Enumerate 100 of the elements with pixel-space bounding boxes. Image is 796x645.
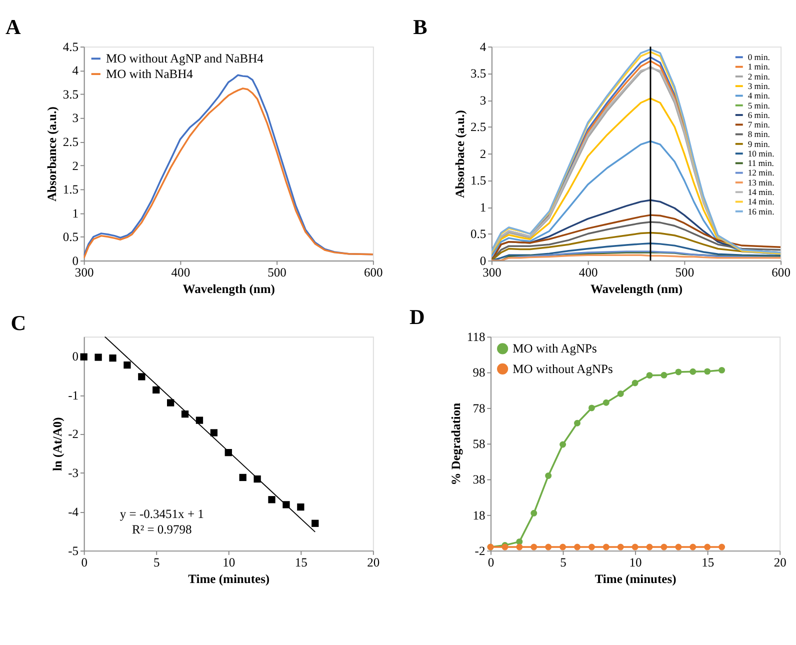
legend-label: 10 min.: [748, 148, 774, 158]
y-tick-label: 2.5: [470, 120, 486, 134]
legend-label: 1 min.: [748, 62, 770, 72]
y-tick-label: 2.5: [62, 135, 79, 150]
point: [602, 399, 610, 406]
legend-label: 6 min.: [748, 110, 770, 120]
legend-label: 9 min.: [748, 138, 770, 149]
x-axis-title: Wavelength (nm): [590, 282, 683, 296]
legend-label: 5 min.: [748, 100, 770, 110]
legend-label: 3 min.: [748, 80, 770, 91]
annotation: y = -0.3451x + 1: [120, 507, 204, 522]
x-tick-label: 600: [364, 265, 383, 280]
point: [94, 354, 102, 361]
point: [297, 503, 304, 511]
y-tick-label: 1: [480, 200, 486, 214]
legend-label: 4 min.: [748, 90, 770, 101]
point: [545, 544, 552, 550]
y-tick-label: 98: [472, 366, 486, 380]
legend-label: 14 min.: [748, 186, 774, 197]
y-tick-label: -3: [68, 466, 79, 480]
annotation: R² = 0.9798: [132, 522, 192, 536]
chart-title: A: [6, 15, 22, 40]
point: [660, 544, 668, 550]
x-tick-label: 300: [482, 265, 502, 280]
chart-title: C: [10, 310, 26, 335]
y-tick-label: 1.5: [470, 174, 486, 188]
y-tick-label: 3.5: [62, 87, 79, 102]
point: [704, 368, 711, 375]
x-tick-label: 15: [702, 555, 714, 570]
x-tick-label: 5: [153, 555, 160, 570]
point: [675, 544, 682, 550]
y-tick-label: -2: [68, 427, 79, 442]
point: [588, 404, 595, 412]
x-axis-title: Time (minutes): [188, 572, 270, 586]
point: [646, 544, 653, 550]
y-tick-label: 0.5: [470, 227, 486, 242]
y-tick-label: 18: [472, 508, 486, 522]
y-tick-label: 3: [72, 111, 79, 126]
point: [312, 520, 319, 527]
legend-label: 11 min.: [748, 158, 774, 168]
legend-label: 7 min.: [748, 120, 770, 130]
point: [530, 510, 538, 516]
point: [530, 544, 538, 550]
x-tick-label: 500: [675, 265, 694, 280]
point: [632, 544, 638, 550]
point: [282, 501, 290, 508]
point: [239, 474, 246, 482]
y-tick-label: 0: [72, 254, 79, 268]
point: [675, 368, 682, 376]
legend-label: MO without AgNPs: [512, 362, 613, 376]
legend-label: 8 min.: [748, 129, 770, 140]
y-tick-label: 38: [472, 472, 486, 487]
point: [167, 399, 174, 406]
y-axis-title: ln (At/A0): [50, 417, 64, 472]
legend-label: 12 min.: [748, 168, 774, 178]
point: [632, 380, 638, 386]
point: [516, 544, 523, 550]
y-tick-label: 4: [480, 40, 487, 54]
point: [574, 420, 580, 426]
point: [617, 390, 624, 397]
point: [268, 496, 276, 504]
y-axis-title: Absorbace (a.u.): [452, 110, 467, 198]
x-tick-label: 500: [268, 265, 286, 280]
y-tick-label: 2: [72, 158, 79, 173]
x-tick-label: 5: [560, 555, 566, 570]
legend-label: MO with NaBH4: [106, 66, 194, 81]
point: [602, 544, 610, 550]
y-tick-label: 118: [466, 330, 486, 344]
y-tick-label: 1: [72, 206, 79, 220]
point: [516, 538, 523, 545]
x-tick-label: 10: [629, 555, 642, 570]
legend-label: 0 min.: [748, 52, 770, 62]
y-axis-title: Absorbance (a.u.): [45, 106, 60, 202]
legend-label: 2 min.: [748, 71, 770, 82]
y-tick-label: 0: [480, 254, 486, 268]
legend-label: MO without AgNP and NaBH4: [106, 51, 264, 66]
x-tick-label: 300: [74, 265, 94, 280]
point: [574, 544, 580, 550]
chart-title: B: [413, 15, 428, 40]
y-tick-label: 1.5: [62, 182, 79, 197]
y-tick-label: -5: [68, 544, 79, 558]
y-axis-title: % Degradation: [449, 402, 464, 486]
y-tick-label: 78: [472, 401, 486, 416]
x-tick-label: 20: [774, 555, 786, 570]
point: [80, 353, 88, 360]
y-tick-label: -1: [68, 388, 79, 402]
point: [210, 429, 218, 436]
point: [138, 373, 146, 380]
point: [124, 361, 131, 369]
point: [152, 386, 160, 394]
legend-label: MO with AgNPs: [512, 342, 597, 356]
legend-label: 16 min.: [748, 206, 774, 216]
y-tick-label: 4: [72, 64, 80, 78]
y-tick-label: 0.5: [62, 230, 79, 244]
y-tick-label: 3: [480, 93, 486, 108]
point: [646, 372, 653, 379]
point: [718, 366, 726, 374]
point: [560, 441, 566, 448]
y-tick-label: -4: [68, 505, 80, 520]
point: [718, 544, 726, 550]
